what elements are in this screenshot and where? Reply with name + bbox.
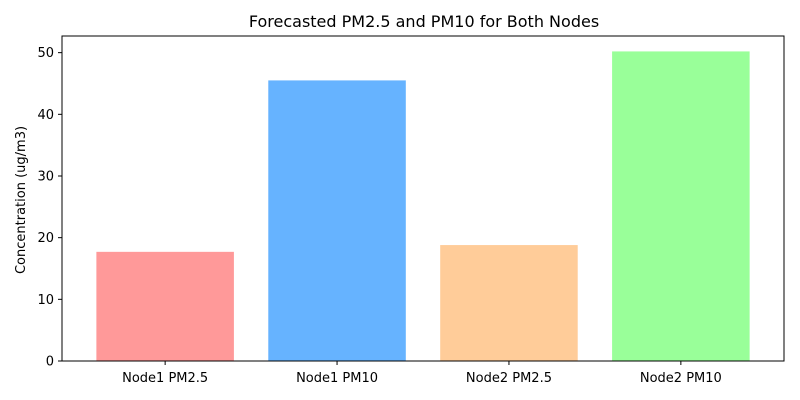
x-tick-label: Node1 PM10	[296, 371, 378, 386]
y-tick-label: 0	[46, 355, 54, 370]
bar-node2-pm10	[612, 51, 750, 362]
y-tick-label: 20	[37, 231, 54, 246]
y-tick-label: 40	[37, 108, 54, 123]
x-tick-label: Node1 PM2.5	[122, 371, 208, 386]
chart-title: Forecasted PM2.5 and PM10 for Both Nodes	[249, 12, 599, 31]
y-tick-label: 10	[37, 293, 54, 308]
bar-node2-pm2-5	[440, 245, 578, 361]
x-tick-label: Node2 PM10	[640, 371, 722, 386]
bars-group	[96, 51, 750, 362]
bar-node1-pm10	[268, 80, 406, 361]
y-axis: 0 10 20 30 40 50	[37, 46, 62, 370]
x-tick-label: Node2 PM2.5	[466, 371, 552, 386]
plot-frame	[61, 35, 785, 362]
y-axis-title: Concentration (ug/m3)	[14, 126, 29, 274]
x-axis: Node1 PM2.5 Node1 PM10 Node2 PM2.5 Node2 PM…	[122, 361, 722, 386]
y-tick-label: 30	[37, 169, 54, 184]
bar-node1-pm2-5	[96, 251, 234, 361]
y-tick-label: 50	[37, 46, 54, 61]
